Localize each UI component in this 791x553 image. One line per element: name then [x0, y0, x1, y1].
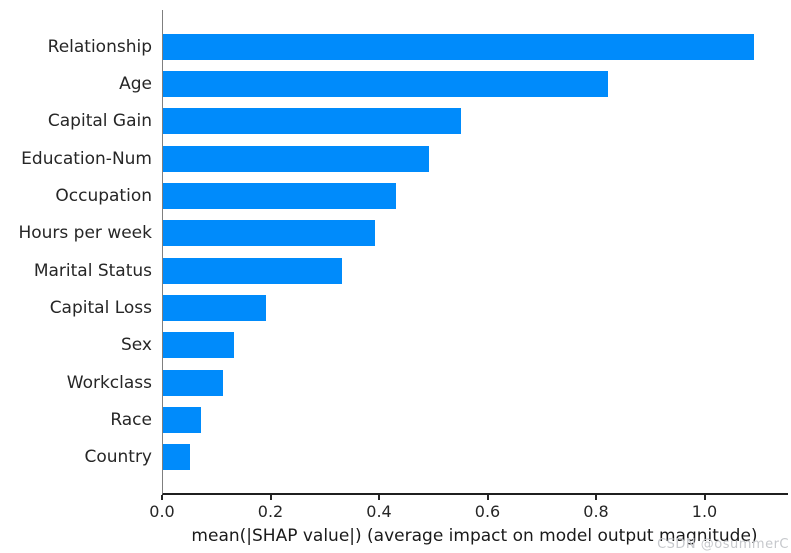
plot-area — [162, 10, 788, 495]
y-axis-label: Marital Status — [33, 260, 152, 281]
bar — [163, 182, 397, 209]
x-tick-label: 0.0 — [149, 502, 175, 521]
bar — [163, 70, 608, 97]
bar — [163, 295, 267, 322]
x-tick-mark — [378, 495, 380, 500]
x-tick-label: 0.6 — [474, 502, 501, 521]
y-axis-label: Country — [84, 447, 152, 468]
bar — [163, 108, 462, 135]
x-tick-label: 0.8 — [583, 502, 609, 521]
watermark-text: CSDN @osummerC — [657, 537, 789, 552]
y-axis-label: Hours per week — [18, 223, 152, 244]
bar — [163, 444, 191, 471]
x-tick-mark — [161, 495, 163, 500]
bar — [163, 220, 375, 247]
x-tick-label: 0.2 — [257, 502, 284, 521]
x-tick-label: 0.4 — [366, 502, 392, 521]
x-tick-mark — [486, 495, 489, 500]
y-axis-labels: Relationship Age Capital Gain Education-Num… — [0, 10, 162, 493]
x-axis-title: mean(|SHAP value|) (average impact on mo… — [191, 526, 758, 546]
y-axis-label: Sex — [120, 335, 152, 356]
y-axis-label: Capital Loss — [49, 298, 152, 319]
bar — [163, 33, 755, 60]
y-axis-label: Capital Gain — [47, 111, 152, 132]
y-axis-label: Education-Num — [21, 148, 152, 169]
bar — [163, 257, 343, 284]
bar — [163, 369, 223, 396]
x-tick-mark — [269, 495, 272, 500]
x-tick-mark — [595, 495, 597, 500]
y-axis-label: Occupation — [55, 185, 152, 206]
bar — [163, 332, 234, 359]
x-axis: mean(|SHAP value|) (average impact on mo… — [149, 495, 787, 553]
y-axis-label: Age — [119, 73, 152, 94]
bar — [163, 407, 201, 434]
bar — [163, 145, 429, 172]
y-axis-label: Relationship — [47, 36, 152, 57]
x-tick-mark — [703, 495, 706, 500]
y-axis-label: Workclass — [66, 372, 152, 393]
y-axis-label: Race — [110, 410, 152, 431]
x-tick-label: 1.0 — [691, 502, 718, 521]
